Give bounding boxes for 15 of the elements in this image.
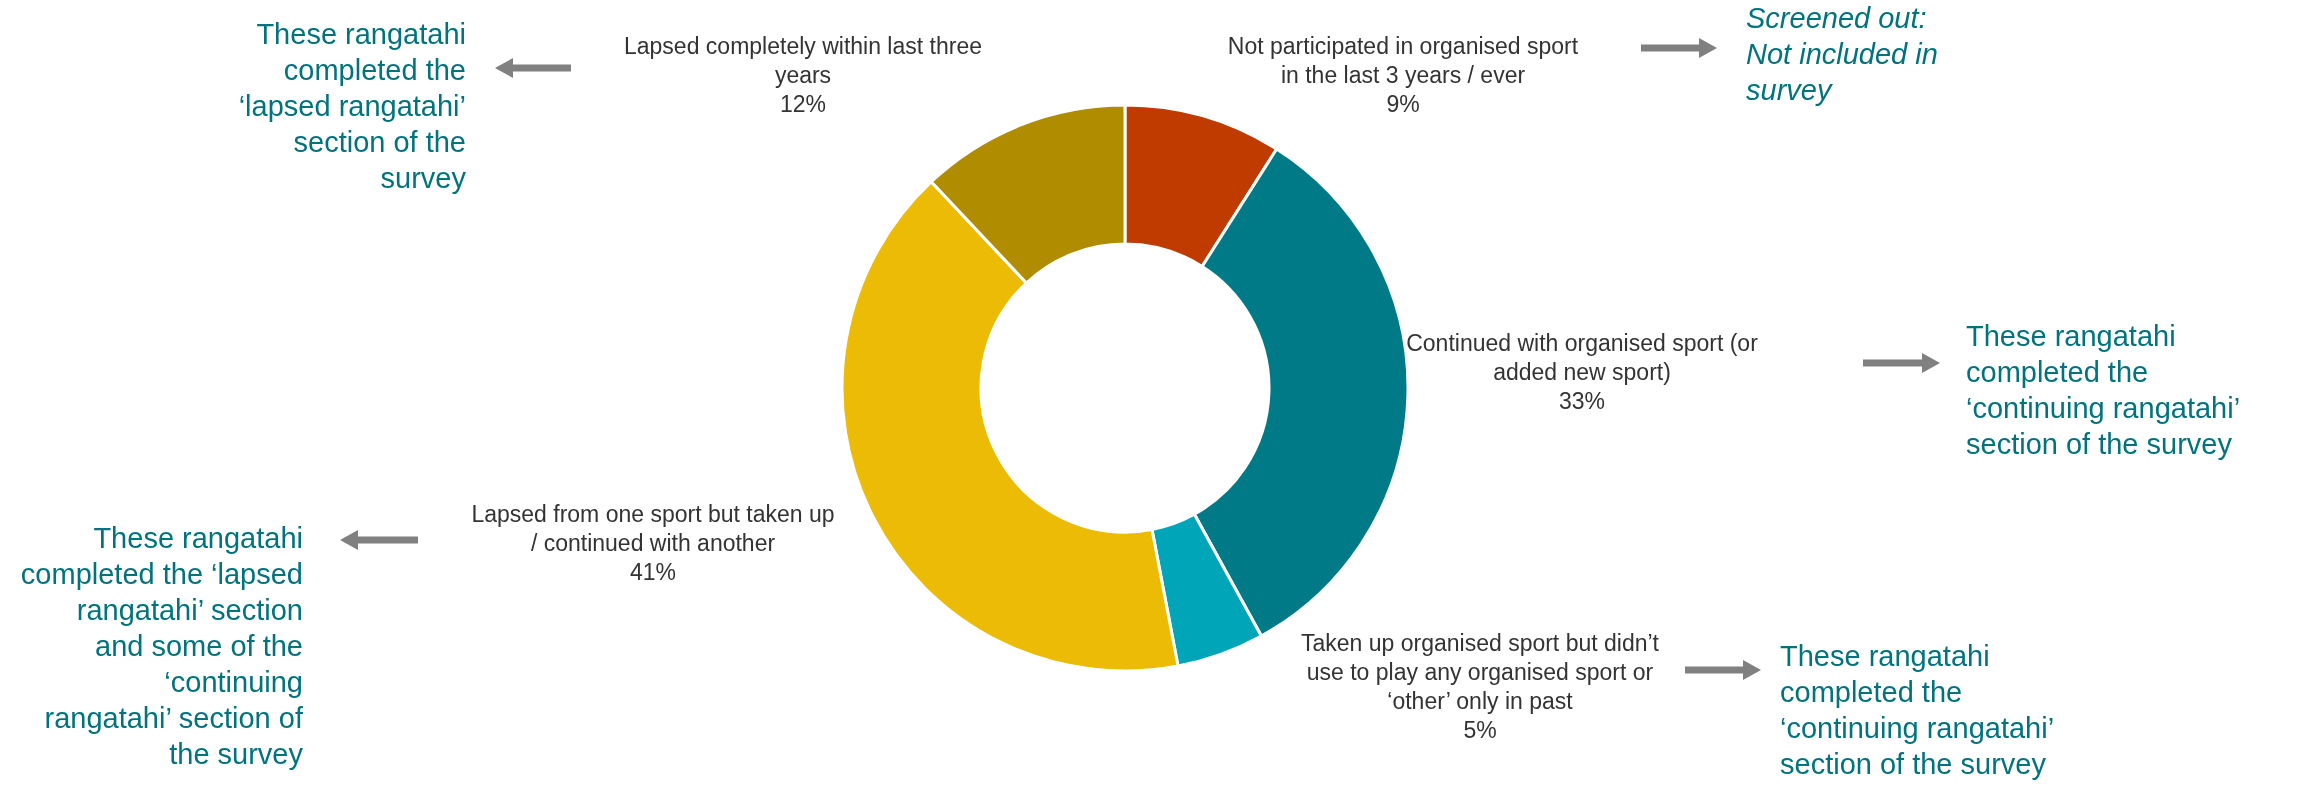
text: Screened out: Not included in survey [1746,2,1938,106]
data-label: 9% [1386,91,1420,117]
data-label: 33% [1558,388,1606,414]
text: These rangatahi completed the ‘continuing rangatahi’ section of the survey [1780,640,2055,780]
data-label: 12% [779,91,827,117]
text: These rangatahi completed the ‘lapsed rangatahi’ section and some of the ‘continuing rangatahi’ section of the survey [20,522,304,770]
slice-label: Lapsed from one sport but taken up / continued with another [471,501,835,556]
data-label: 41% [629,559,677,585]
text: These rangatahi completed the ‘lapsed rangatahi’ section of the survey [238,18,467,194]
slice-label: Lapsed completely within last three years [624,33,982,88]
data-label: 5% [1463,717,1497,743]
slice-label: Continued with organised sport (or added new sport) [1406,330,1759,385]
slice-label: Not participated in organised sport in the last 3 years / ever [1227,33,1579,88]
text: These rangatahi completed the ‘continuing rangatahi’ section of the survey [1966,320,2241,460]
slice-label: Taken up organised sport but didn’t use to play any organised sport or ‘other’ only in past [1300,630,1660,714]
